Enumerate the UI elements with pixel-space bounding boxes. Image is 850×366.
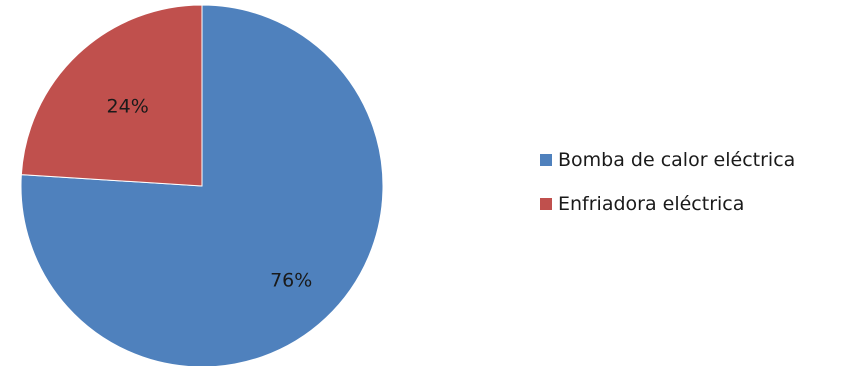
- legend-swatch-bomba-de-calor: [540, 154, 552, 166]
- legend-label-bomba-de-calor: Bomba de calor eléctrica: [558, 149, 796, 171]
- legend-swatch-enfriadora: [540, 198, 552, 210]
- legend-item-enfriadora: Enfriadora eléctrica: [540, 192, 795, 216]
- pie-slice-0: [20, 4, 384, 366]
- legend-item-bomba-de-calor: Bomba de calor eléctrica: [540, 148, 795, 172]
- pie-slice-1: [20, 4, 203, 187]
- pie-slice-label-0: 76%: [270, 269, 312, 291]
- legend: Bomba de calor eléctrica Enfriadora eléc…: [540, 148, 795, 236]
- legend-label-enfriadora: Enfriadora eléctrica: [558, 193, 745, 215]
- pie-slice-label-1: 24%: [107, 95, 149, 117]
